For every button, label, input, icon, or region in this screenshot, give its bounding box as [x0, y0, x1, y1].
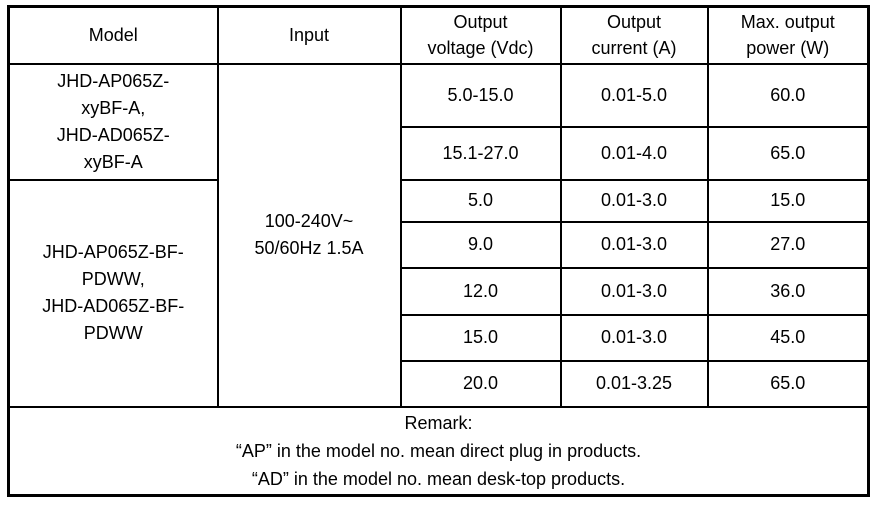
- max-power-value: 27.0: [706, 220, 870, 269]
- output-current-value: 0.01-3.0: [559, 178, 709, 223]
- remark-title: Remark:: [404, 412, 473, 433]
- table-row: 20.0 0.01-3.25 65.0: [9, 359, 870, 408]
- max-power-value: 65.0: [706, 359, 870, 408]
- output-voltage-value: 15.1-27.0: [399, 125, 562, 181]
- table-row: 9.0 0.01-3.0 27.0: [9, 220, 870, 269]
- header-row: Model Input Output voltage (Vdc) Output …: [7, 5, 870, 65]
- power-spec-table: Model Input Output voltage (Vdc) Output …: [7, 5, 870, 497]
- output-current-value: 0.01-5.0: [559, 62, 709, 128]
- input-rating-line2: 50/60Hz 1.5A: [254, 238, 364, 258]
- table-row: 12.0 0.01-3.0 36.0: [9, 266, 870, 316]
- col-header-model: Model: [7, 5, 219, 65]
- output-voltage-value: 9.0: [399, 220, 562, 269]
- max-power-value: 36.0: [706, 266, 870, 316]
- model-name-line: xyBF-A: [83, 151, 143, 172]
- table-row: JHD-AP065Z-BF- PDWW, JHD-AD065Z-BF- PDWW…: [7, 178, 870, 408]
- model-group-a-cell: JHD-AP065Z- xyBF-A, JHD-AD065Z- xyBF-A: [7, 62, 219, 181]
- model-name-line: xyBF-A,: [81, 97, 146, 118]
- table-row: 15.1-27.0 0.01-4.0 65.0: [9, 125, 870, 181]
- output-current-value: 0.01-3.25: [559, 359, 709, 408]
- col-header-output-current: Output current (A): [559, 5, 709, 65]
- max-power-value: 60.0: [706, 62, 870, 128]
- output-voltage-value: 5.0-15.0: [399, 62, 562, 128]
- remark-line-ap: “AP” in the model no. mean direct plug i…: [235, 440, 642, 461]
- col-header-output-voltage-line1: Output: [453, 12, 508, 33]
- output-voltage-value: 5.0: [399, 178, 562, 223]
- remark-row: Remark: “AP” in the model no. mean direc…: [7, 405, 870, 497]
- table-row: JHD-AP065Z- xyBF-A, JHD-AD065Z- xyBF-A 1…: [7, 62, 870, 408]
- col-header-max-output-power: Max. output power (W): [706, 5, 870, 65]
- spec-table-container: Model Input Output voltage (Vdc) Output …: [7, 5, 870, 497]
- col-header-output-current-line2: current (A): [591, 38, 677, 59]
- model-name-line: JHD-AD065Z-: [56, 124, 170, 145]
- model-group-b-cell: JHD-AP065Z-BF- PDWW, JHD-AD065Z-BF- PDWW: [7, 178, 219, 408]
- input-rating-cell: 100-240V~ 50/60Hz 1.5A: [216, 62, 402, 408]
- col-header-input: Input: [216, 5, 402, 65]
- model-name-line: PDWW,: [81, 269, 145, 289]
- col-header-max-output-power-line1: Max. output: [740, 12, 835, 33]
- col-header-max-output-power-line2: power (W): [746, 38, 830, 59]
- table-row: 15.0 0.01-3.0 45.0: [9, 313, 870, 362]
- output-current-value: 0.01-3.0: [559, 220, 709, 269]
- model-name-line: JHD-AP065Z-: [57, 70, 170, 91]
- output-current-value: 0.01-3.0: [559, 313, 709, 362]
- model-name-line: JHD-AP065Z-BF-: [42, 242, 184, 262]
- max-power-value: 15.0: [706, 178, 870, 223]
- remark-cell: Remark: “AP” in the model no. mean direc…: [7, 405, 870, 497]
- max-power-value: 65.0: [706, 125, 870, 181]
- col-header-output-voltage-line2: voltage (Vdc): [427, 38, 534, 59]
- output-current-value: 0.01-3.0: [559, 266, 709, 316]
- remark-line-ad: “AD” in the model no. mean desk-top prod…: [251, 468, 626, 489]
- model-name-line: PDWW: [83, 323, 143, 343]
- col-header-output-current-line1: Output: [606, 12, 662, 33]
- output-voltage-value: 12.0: [399, 266, 562, 316]
- model-name-line: JHD-AD065Z-BF-: [42, 296, 185, 316]
- input-rating-line1: 100-240V~: [264, 211, 354, 231]
- output-voltage-value: 15.0: [399, 313, 562, 362]
- col-header-output-voltage: Output voltage (Vdc): [399, 5, 562, 65]
- output-voltage-value: 20.0: [399, 359, 562, 408]
- output-current-value: 0.01-4.0: [559, 125, 709, 181]
- max-power-value: 45.0: [706, 313, 870, 362]
